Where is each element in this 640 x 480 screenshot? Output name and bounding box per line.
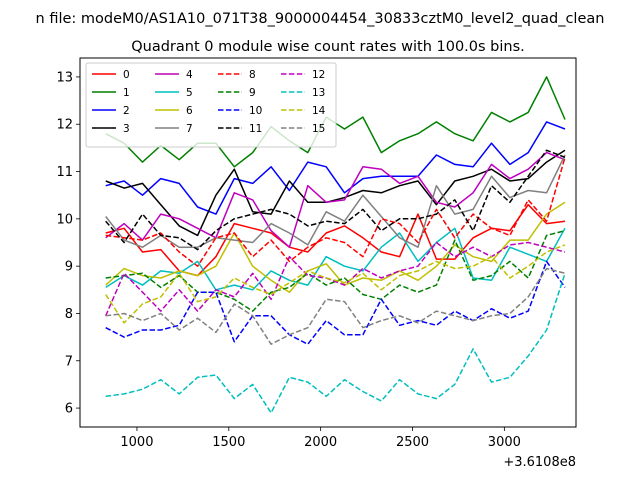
legend-label-0: 0 xyxy=(123,69,130,81)
x-offset-label: +3.6108e8 xyxy=(503,455,576,470)
series-line-2 xyxy=(105,121,566,215)
legend-label-12: 12 xyxy=(312,69,325,81)
legend-label-10: 10 xyxy=(249,105,262,117)
x-tick-label: 3000 xyxy=(488,435,521,450)
series-line-4 xyxy=(105,151,566,248)
series-line-10 xyxy=(105,260,566,345)
y-tick-label: 10 xyxy=(56,212,73,227)
chart-title: Quadrant 0 module wise count rates with … xyxy=(131,39,525,55)
series-line-13 xyxy=(105,273,566,414)
legend-label-4: 4 xyxy=(186,69,193,81)
y-tick-label: 13 xyxy=(56,70,73,85)
legend-label-1: 1 xyxy=(123,87,130,99)
series-line-7 xyxy=(105,154,566,248)
series-line-11 xyxy=(105,149,566,251)
x-tick-label: 1500 xyxy=(212,435,245,450)
legend-label-9: 9 xyxy=(249,87,256,99)
x-tick-label: 2000 xyxy=(304,435,337,450)
y-tick-label: 8 xyxy=(65,307,73,322)
legend-label-14: 14 xyxy=(312,105,326,117)
legend-box xyxy=(85,62,337,148)
series-line-12 xyxy=(105,241,566,317)
legend-label-5: 5 xyxy=(186,87,193,99)
series-line-15 xyxy=(105,267,566,345)
y-tick-label: 12 xyxy=(56,118,73,133)
legend-label-15: 15 xyxy=(312,123,325,135)
y-tick-label: 9 xyxy=(65,260,73,275)
legend-label-6: 6 xyxy=(186,105,193,117)
series-line-14 xyxy=(105,244,566,324)
series-layer xyxy=(105,76,566,414)
x-tick-label: 1000 xyxy=(120,435,153,450)
legend-label-13: 13 xyxy=(312,87,325,99)
y-tick-label: 6 xyxy=(65,402,73,417)
plot-frame xyxy=(79,57,577,428)
x-tick-label: 2500 xyxy=(396,435,429,450)
legend-label-3: 3 xyxy=(123,123,130,135)
legend-label-2: 2 xyxy=(123,105,130,117)
chart-suptitle: n file: modeM0/AS1A10_071T38_9000004454_… xyxy=(36,11,605,27)
series-line-8 xyxy=(105,157,566,267)
y-tick-label: 11 xyxy=(56,165,73,180)
legend-label-7: 7 xyxy=(186,123,193,135)
series-line-6 xyxy=(105,201,566,293)
series-line-9 xyxy=(105,229,566,312)
legend-label-8: 8 xyxy=(249,69,256,81)
legend-label-11: 11 xyxy=(249,123,262,135)
y-tick-label: 7 xyxy=(65,354,73,369)
